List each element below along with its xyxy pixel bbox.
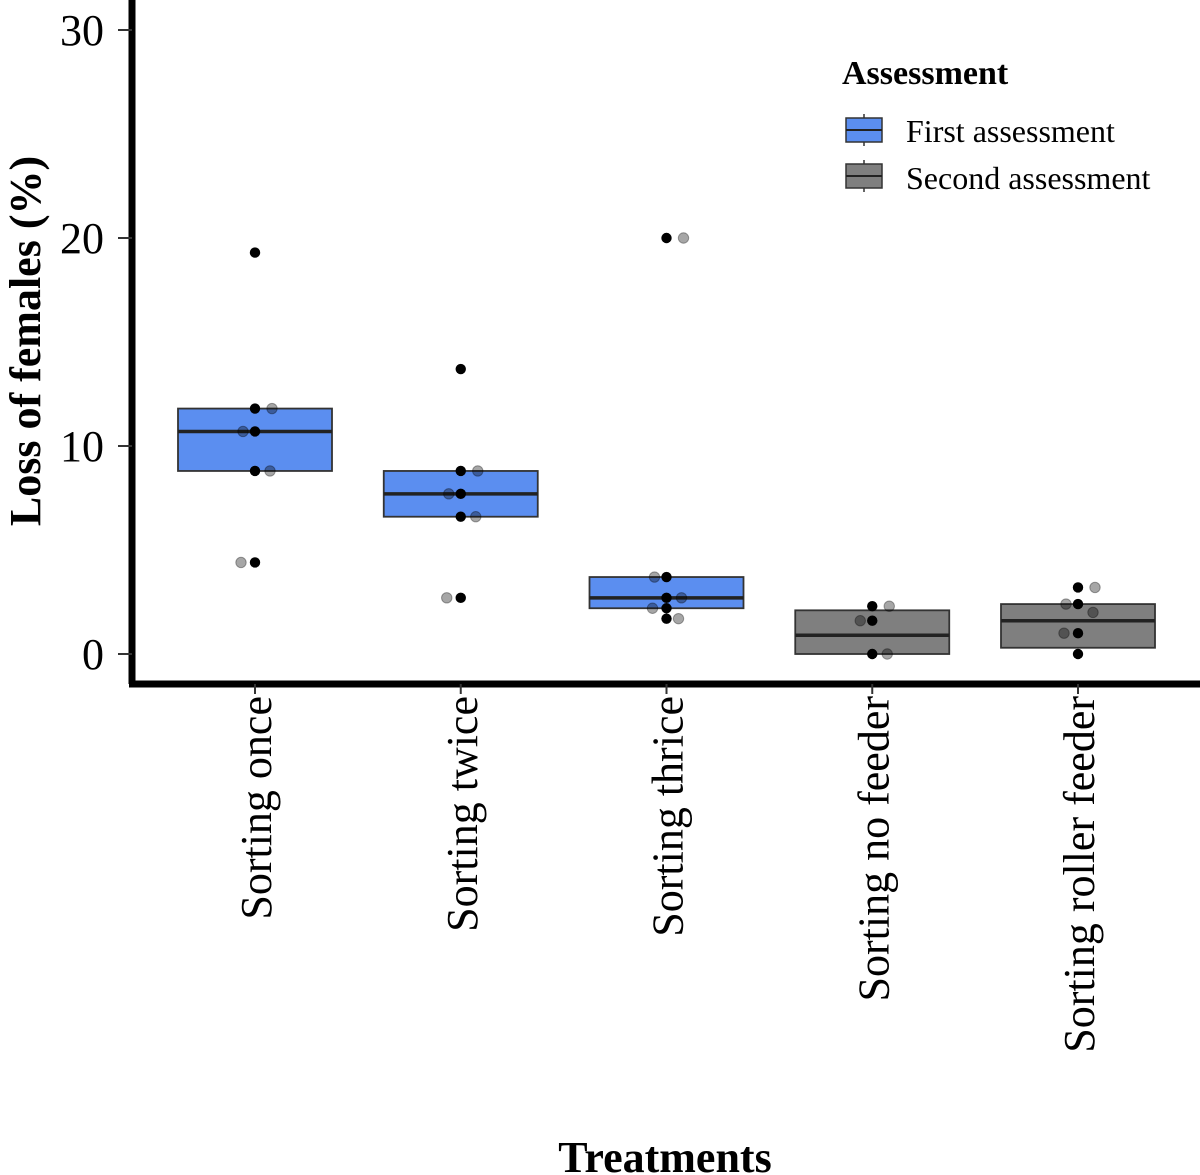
x-tick-label-sorting-thrice: Sorting thrice [644,696,693,937]
y-tick-label-20: 20 [60,214,104,263]
point-sorting-once-0 [249,247,261,258]
faded-point-sorting-thrice-4 [672,612,685,625]
point-sorting-roller-feeder-0 [1072,582,1084,593]
point-sorting-no-feeder-0 [867,600,878,612]
plot-area [177,232,1156,660]
box-sorting-roller-feeder [1000,603,1156,649]
faded-point-sorting-thrice-0 [677,232,690,244]
point-sorting-twice-3 [455,511,466,522]
point-sorting-twice-4 [455,592,466,604]
point-sorting-thrice-0 [661,232,672,244]
faded-point-sorting-roller-feeder-1 [1060,598,1072,610]
point-sorting-once-4 [249,557,261,568]
point-sorting-roller-feeder-3 [1072,648,1084,660]
faded-point-sorting-thrice-2 [675,592,688,604]
point-sorting-once-3 [249,465,261,477]
x-tick-label-sorting-once: Sorting once [232,696,281,920]
point-sorting-roller-feeder-1 [1072,598,1084,610]
faded-point-sorting-once-1 [237,425,249,438]
box-sorting-once [177,407,333,472]
legend-entry-second-assessment: Second assessment [845,160,1151,196]
faded-point-sorting-once-3 [235,556,247,569]
faded-point-sorting-once-2 [264,465,276,477]
faded-point-sorting-no-feeder-0 [883,600,895,612]
legend-title: Assessment [842,55,1009,92]
faded-point-sorting-roller-feeder-2 [1087,606,1099,619]
y-tick-label-0: 0 [82,630,104,679]
faded-point-sorting-once-0 [266,402,278,415]
faded-point-sorting-twice-2 [470,511,482,523]
x-tick-label-sorting-roller-feeder: Sorting roller feeder [1055,696,1104,1053]
x-axis-title: Treatments [558,1133,771,1175]
legend-label-second-assessment: Second assessment [906,160,1151,196]
y-tick-label-10: 10 [60,422,104,471]
point-sorting-no-feeder-2 [867,648,878,660]
point-sorting-no-feeder-1 [867,615,878,626]
faded-point-sorting-no-feeder-2 [881,648,893,660]
point-sorting-thrice-4 [661,613,672,624]
y-tick-label-30: 30 [60,6,104,55]
point-sorting-twice-2 [455,488,466,500]
axes [118,0,1200,694]
faded-point-sorting-roller-feeder-3 [1058,627,1070,639]
point-sorting-thrice-1 [661,571,672,583]
x-tick-label-sorting-no-feeder: Sorting no feeder [849,696,898,1002]
point-sorting-once-1 [249,403,261,414]
faded-point-sorting-thrice-1 [648,571,661,583]
point-sorting-twice-0 [455,363,466,375]
point-sorting-once-2 [249,426,261,437]
legend-label-first-assessment: First assessment [906,113,1115,149]
faded-point-sorting-twice-1 [443,488,455,500]
faded-point-sorting-thrice-3 [646,602,659,614]
y-axis-title: Loss of females (%) [1,156,50,526]
point-sorting-thrice-3 [661,603,672,614]
faded-point-sorting-roller-feeder-0 [1089,581,1101,594]
x-tick-label-sorting-twice: Sorting twice [438,696,487,932]
point-sorting-thrice-2 [661,592,672,604]
point-sorting-roller-feeder-2 [1072,628,1084,639]
legend-entry-first-assessment: First assessment [845,113,1115,149]
faded-point-sorting-twice-3 [441,592,453,604]
legend: Assessment First assessment Second asses… [842,55,1151,196]
point-sorting-twice-1 [455,465,466,477]
faded-point-sorting-twice-0 [472,465,484,477]
faded-point-sorting-no-feeder-1 [854,615,866,627]
